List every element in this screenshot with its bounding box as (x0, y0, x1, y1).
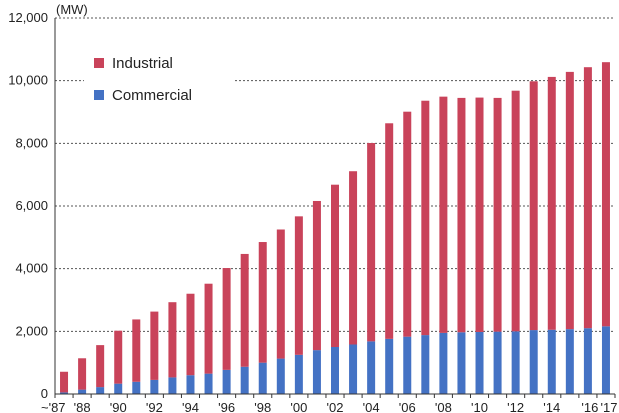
bars (60, 62, 610, 394)
bar-commercial-21 (439, 332, 448, 394)
x-tick-label: '08 (435, 400, 452, 413)
bar-commercial-24 (493, 331, 502, 394)
x-tick-label: '98 (254, 400, 271, 413)
bar-commercial-3 (114, 383, 123, 394)
bar-industrial-29 (583, 67, 592, 329)
bar-commercial-27 (547, 329, 556, 394)
bar-industrial-5 (150, 311, 159, 380)
bar-commercial-15 (331, 347, 339, 394)
y-axis-unit-label: (MW) (56, 2, 88, 17)
bar-industrial-9 (222, 268, 231, 370)
bar-commercial-9 (222, 369, 231, 394)
bar-commercial-20 (421, 335, 430, 394)
bar-industrial-15 (331, 184, 339, 347)
bar-commercial-19 (403, 336, 412, 394)
bar-commercial-23 (475, 331, 484, 394)
y-tick-label: 10,000 (8, 73, 48, 88)
bar-industrial-19 (403, 111, 412, 337)
bar-industrial-28 (565, 71, 574, 330)
bar-industrial-18 (385, 123, 394, 339)
bar-commercial-0 (60, 392, 69, 394)
bar-industrial-10 (240, 253, 249, 367)
bar-industrial-2 (96, 345, 105, 388)
bar-industrial-8 (204, 283, 213, 374)
x-tick-label: '88 (74, 400, 91, 413)
y-tick-label: 12,000 (8, 10, 48, 25)
x-tick-label: '10 (471, 400, 488, 413)
bar-commercial-10 (240, 366, 249, 394)
bar-commercial-5 (150, 379, 159, 394)
x-tick-label: '94 (182, 400, 199, 413)
bar-commercial-1 (78, 389, 87, 394)
bar-industrial-0 (60, 371, 69, 393)
bar-commercial-4 (132, 381, 141, 394)
bar-industrial-23 (475, 97, 484, 332)
y-tick-label: 0 (41, 386, 48, 401)
bar-commercial-17 (367, 341, 376, 394)
y-tick-label: 2,000 (15, 323, 48, 338)
bar-industrial-14 (312, 200, 321, 351)
bar-commercial-13 (294, 354, 303, 394)
bar-commercial-12 (276, 358, 285, 394)
bar-industrial-16 (349, 171, 358, 345)
y-tick-label: 4,000 (15, 261, 48, 276)
x-tick-label: '92 (146, 400, 163, 413)
bar-industrial-12 (276, 229, 285, 359)
bar-commercial-8 (204, 373, 213, 394)
bar-commercial-25 (511, 331, 520, 394)
bar-commercial-28 (565, 329, 574, 394)
x-tick-label: '96 (218, 400, 235, 413)
bar-commercial-29 (583, 328, 592, 394)
bar-industrial-13 (294, 216, 303, 355)
x-tick-label: '14 (543, 400, 560, 413)
x-tick-label: '12 (507, 400, 524, 413)
y-axis-ticks: 0 2,000 4,000 6,000 8,000 10,000 12,000 (8, 10, 48, 401)
legend-label-commercial: Commercial (112, 87, 192, 104)
bar-commercial-22 (457, 332, 466, 394)
bar-industrial-4 (132, 319, 141, 382)
x-tick-label: '06 (399, 400, 416, 413)
bar-industrial-26 (529, 81, 538, 331)
bar-industrial-22 (457, 97, 466, 333)
x-tick-label: ~'87 (41, 400, 66, 413)
bar-industrial-30 (601, 62, 610, 327)
legend-label-industrial: Industrial (112, 55, 173, 72)
bar-industrial-20 (421, 100, 430, 336)
x-axis-ticks: ~'87 '88 '90 '92 '94 '96 '98 '00 '02 '04 '06 '08 '10… (41, 394, 617, 413)
legend-swatch-commercial (94, 90, 104, 100)
x-tick-label: '02 (327, 400, 344, 413)
x-tick-label: '00 (290, 400, 307, 413)
bar-commercial-30 (601, 326, 610, 394)
bar-commercial-14 (312, 350, 321, 394)
bar-industrial-27 (547, 76, 556, 330)
bar-commercial-18 (385, 338, 394, 394)
legend: Industrial Commercial (84, 46, 234, 114)
legend-background (84, 46, 234, 114)
y-tick-label: 8,000 (15, 135, 48, 150)
bar-commercial-26 (529, 330, 538, 394)
bar-commercial-6 (168, 377, 177, 394)
bar-industrial-21 (439, 96, 448, 333)
bar-industrial-24 (493, 97, 502, 332)
bar-industrial-11 (258, 242, 267, 363)
bar-industrial-3 (114, 330, 123, 384)
y-tick-label: 6,000 (15, 198, 48, 213)
bar-commercial-2 (96, 387, 105, 394)
x-tick-label: '17 (600, 400, 617, 413)
x-tick-label: '90 (110, 400, 127, 413)
bar-commercial-16 (349, 344, 358, 394)
legend-swatch-industrial (94, 58, 104, 68)
bar-industrial-6 (168, 302, 177, 378)
bar-industrial-25 (511, 90, 520, 332)
bar-industrial-7 (186, 293, 195, 376)
x-tick-label: '16 (581, 400, 598, 413)
bar-commercial-7 (186, 375, 195, 394)
bar-industrial-1 (78, 358, 87, 390)
x-tick-label: '04 (363, 400, 380, 413)
bar-commercial-11 (258, 362, 267, 394)
bar-industrial-17 (367, 143, 376, 342)
